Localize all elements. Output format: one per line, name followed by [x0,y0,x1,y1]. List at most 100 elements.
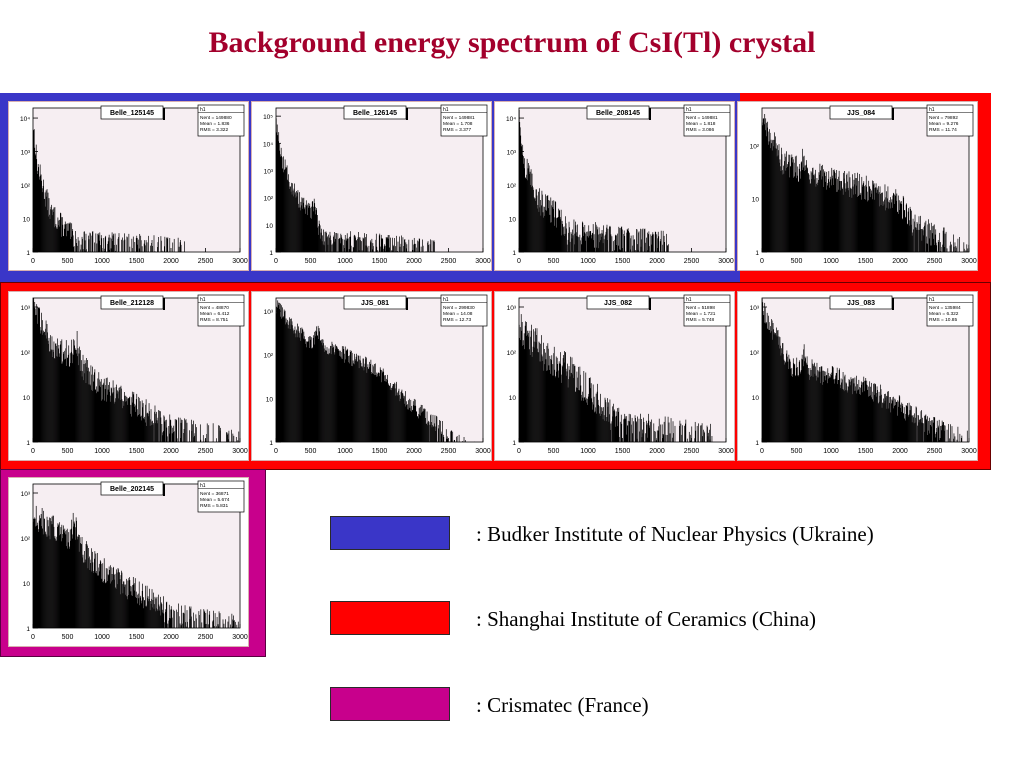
y-tick-label: 10² [21,536,31,543]
legend-label-crismatec: : Crismatec (France) [476,693,649,718]
histogram-title: JJS_082 [604,300,632,307]
y-tick-label: 1 [269,250,273,257]
x-tick-label: 1000 [337,258,353,265]
y-tick-label: 1 [26,440,30,447]
y-tick-label: 10⁴ [20,116,30,123]
histogram-title: Belle_208145 [596,110,640,117]
x-tick-label: 2000 [892,258,908,265]
x-tick-label: 3000 [475,448,491,455]
stats-line: Mean = 6.322 [929,311,959,317]
histogram-svg: 0 500 1000 1500 2000 2500 300011010²10³JJS_082… [495,292,735,461]
stats-line: Nent = 149881 [443,115,475,121]
stats-hist-name: h1 [200,483,206,489]
y-tick-label: 10³ [264,168,274,175]
x-tick-label: 1500 [615,448,631,455]
x-tick-label: 0 [760,448,764,455]
x-tick-label: 2500 [684,448,700,455]
y-tick-label: 10⁴ [506,116,516,123]
histogram-title-box: Belle_125145 [101,106,165,120]
histogram-panel-jjs-083: 0 500 1000 1500 2000 2500 3000 1 10 10² 10³ JJS_083… [737,291,978,461]
histogram-panel-belle-212128: 0 500 1000 1500 2000 2500 3000 1 10 10² 10³ Belle_2… [8,291,249,461]
histogram-panel-belle-208145: 0 500 1000 1500 2000 2500 3000 1 10 10² 10³ 10⁴ Bell… [494,101,735,271]
y-tick-label: 10² [21,350,31,357]
stats-line: RMS = 5.831 [200,503,228,509]
x-tick-label: 3000 [961,448,977,455]
histogram-panel-jjs-081: 0 500 1000 1500 2000 2500 3000 1 10 10² 10³ JJS_081… [251,291,492,461]
x-tick-label: 2500 [684,258,700,265]
x-tick-label: 2000 [649,258,665,265]
histogram-panel-belle-202145: 0 500 1000 1500 2000 2500 3000 1 10 10² 10³ Belle_2… [8,477,249,647]
histogram-panel-jjs-082: 0 500 1000 1500 2000 2500 3000 1 10 10² 10³ JJS_082… [494,291,735,461]
x-tick-label: 500 [62,448,74,455]
histogram-title: Belle_212128 [110,300,154,307]
histogram-title-box: Belle_202145 [101,482,165,496]
y-tick-label: 1 [269,440,273,447]
stats-line: Nent = 149881 [686,115,718,121]
y-tick-label: 1 [512,440,516,447]
x-tick-label: 0 [760,258,764,265]
x-tick-label: 2000 [163,448,179,455]
stats-line: RMS = 12.73 [443,317,471,323]
legend-swatch-shanghai [330,601,450,635]
x-tick-label: 3000 [718,258,734,265]
x-tick-label: 1000 [823,258,839,265]
stats-line: Nent = 48870 [200,305,229,311]
stats-hist-name: h1 [929,297,935,303]
y-tick-label: 10 [509,217,517,224]
y-tick-label: 10 [752,395,760,402]
x-tick-label: 2000 [649,448,665,455]
y-tick-label: 10² [507,183,517,190]
stats-hist-name: h1 [929,107,935,113]
y-tick-label: 10 [752,197,760,204]
stats-box: h1Nent = 299830Mean = 14.08RMS = 12.73 [441,295,487,326]
x-tick-label: 2500 [441,258,457,265]
stats-line: Mean = 1.818 [686,121,716,127]
histogram-svg: 0 500 1000 1500 2000 2500 3000 1 10 10² 10³ JJS_083… [738,292,978,461]
histogram-panel-belle-126145: 0 500 1000 1500 2000 2500 3000 1 10 10² 10³ 10⁴ 10⁵ B… [251,101,492,271]
legend-label-shanghai: : Shanghai Institute of Ceramics (China) [476,607,816,632]
x-tick-label: 0 [31,448,35,455]
x-tick-label: 2500 [927,448,943,455]
histogram-title: Belle_126145 [353,110,397,117]
stats-line: Nent = 79892 [929,115,958,121]
y-tick-label: 10 [266,223,274,230]
y-tick-label: 10³ [507,150,517,157]
y-tick-label: 10³ [264,309,274,316]
stats-line: RMS = 5.748 [686,317,714,323]
histogram-svg: 0 500 1000 1500 2000 2500 3000 1 10 10² 10³ 10⁴ Bell… [9,102,249,271]
x-tick-label: 1000 [823,448,839,455]
stats-line: Mean = 1.836 [200,121,230,127]
x-tick-label: 500 [548,258,560,265]
histogram-title: Belle_202145 [110,486,154,493]
x-tick-label: 2500 [441,448,457,455]
y-tick-label: 10 [23,217,31,224]
y-tick-label: 10 [23,395,31,402]
x-tick-label: 500 [791,258,803,265]
stats-line: Mean = 9.276 [929,121,959,127]
y-tick-label: 10² [264,353,274,360]
stats-line: RMS = 10.85 [929,317,957,323]
stats-hist-name: h1 [200,107,206,113]
histogram-title-box: Belle_126145 [344,106,408,120]
histogram-title: Belle_125145 [110,110,154,117]
x-tick-label: 0 [31,258,35,265]
x-tick-label: 0 [274,448,278,455]
x-tick-label: 1500 [372,258,388,265]
x-tick-label: 1000 [580,448,596,455]
x-tick-label: 0 [517,448,521,455]
y-tick-label: 1 [512,250,516,257]
histogram-panel-belle-125145: 0 500 1000 1500 2000 2500 3000 1 10 10² 10³ 10⁴ Bell… [8,101,249,271]
histogram-panel-jjs-084: 0 500 1000 1500 2000 2500 3000 1 10 10² JJS_084 h1 N… [737,101,978,271]
x-tick-label: 2500 [198,258,214,265]
y-tick-label: 10³ [507,305,517,312]
x-tick-label: 1000 [94,634,110,641]
x-tick-label: 1500 [129,634,145,641]
x-tick-label: 1500 [129,258,145,265]
x-tick-label: 3000 [232,634,248,641]
stats-line: RMS = 8.751 [200,317,228,323]
